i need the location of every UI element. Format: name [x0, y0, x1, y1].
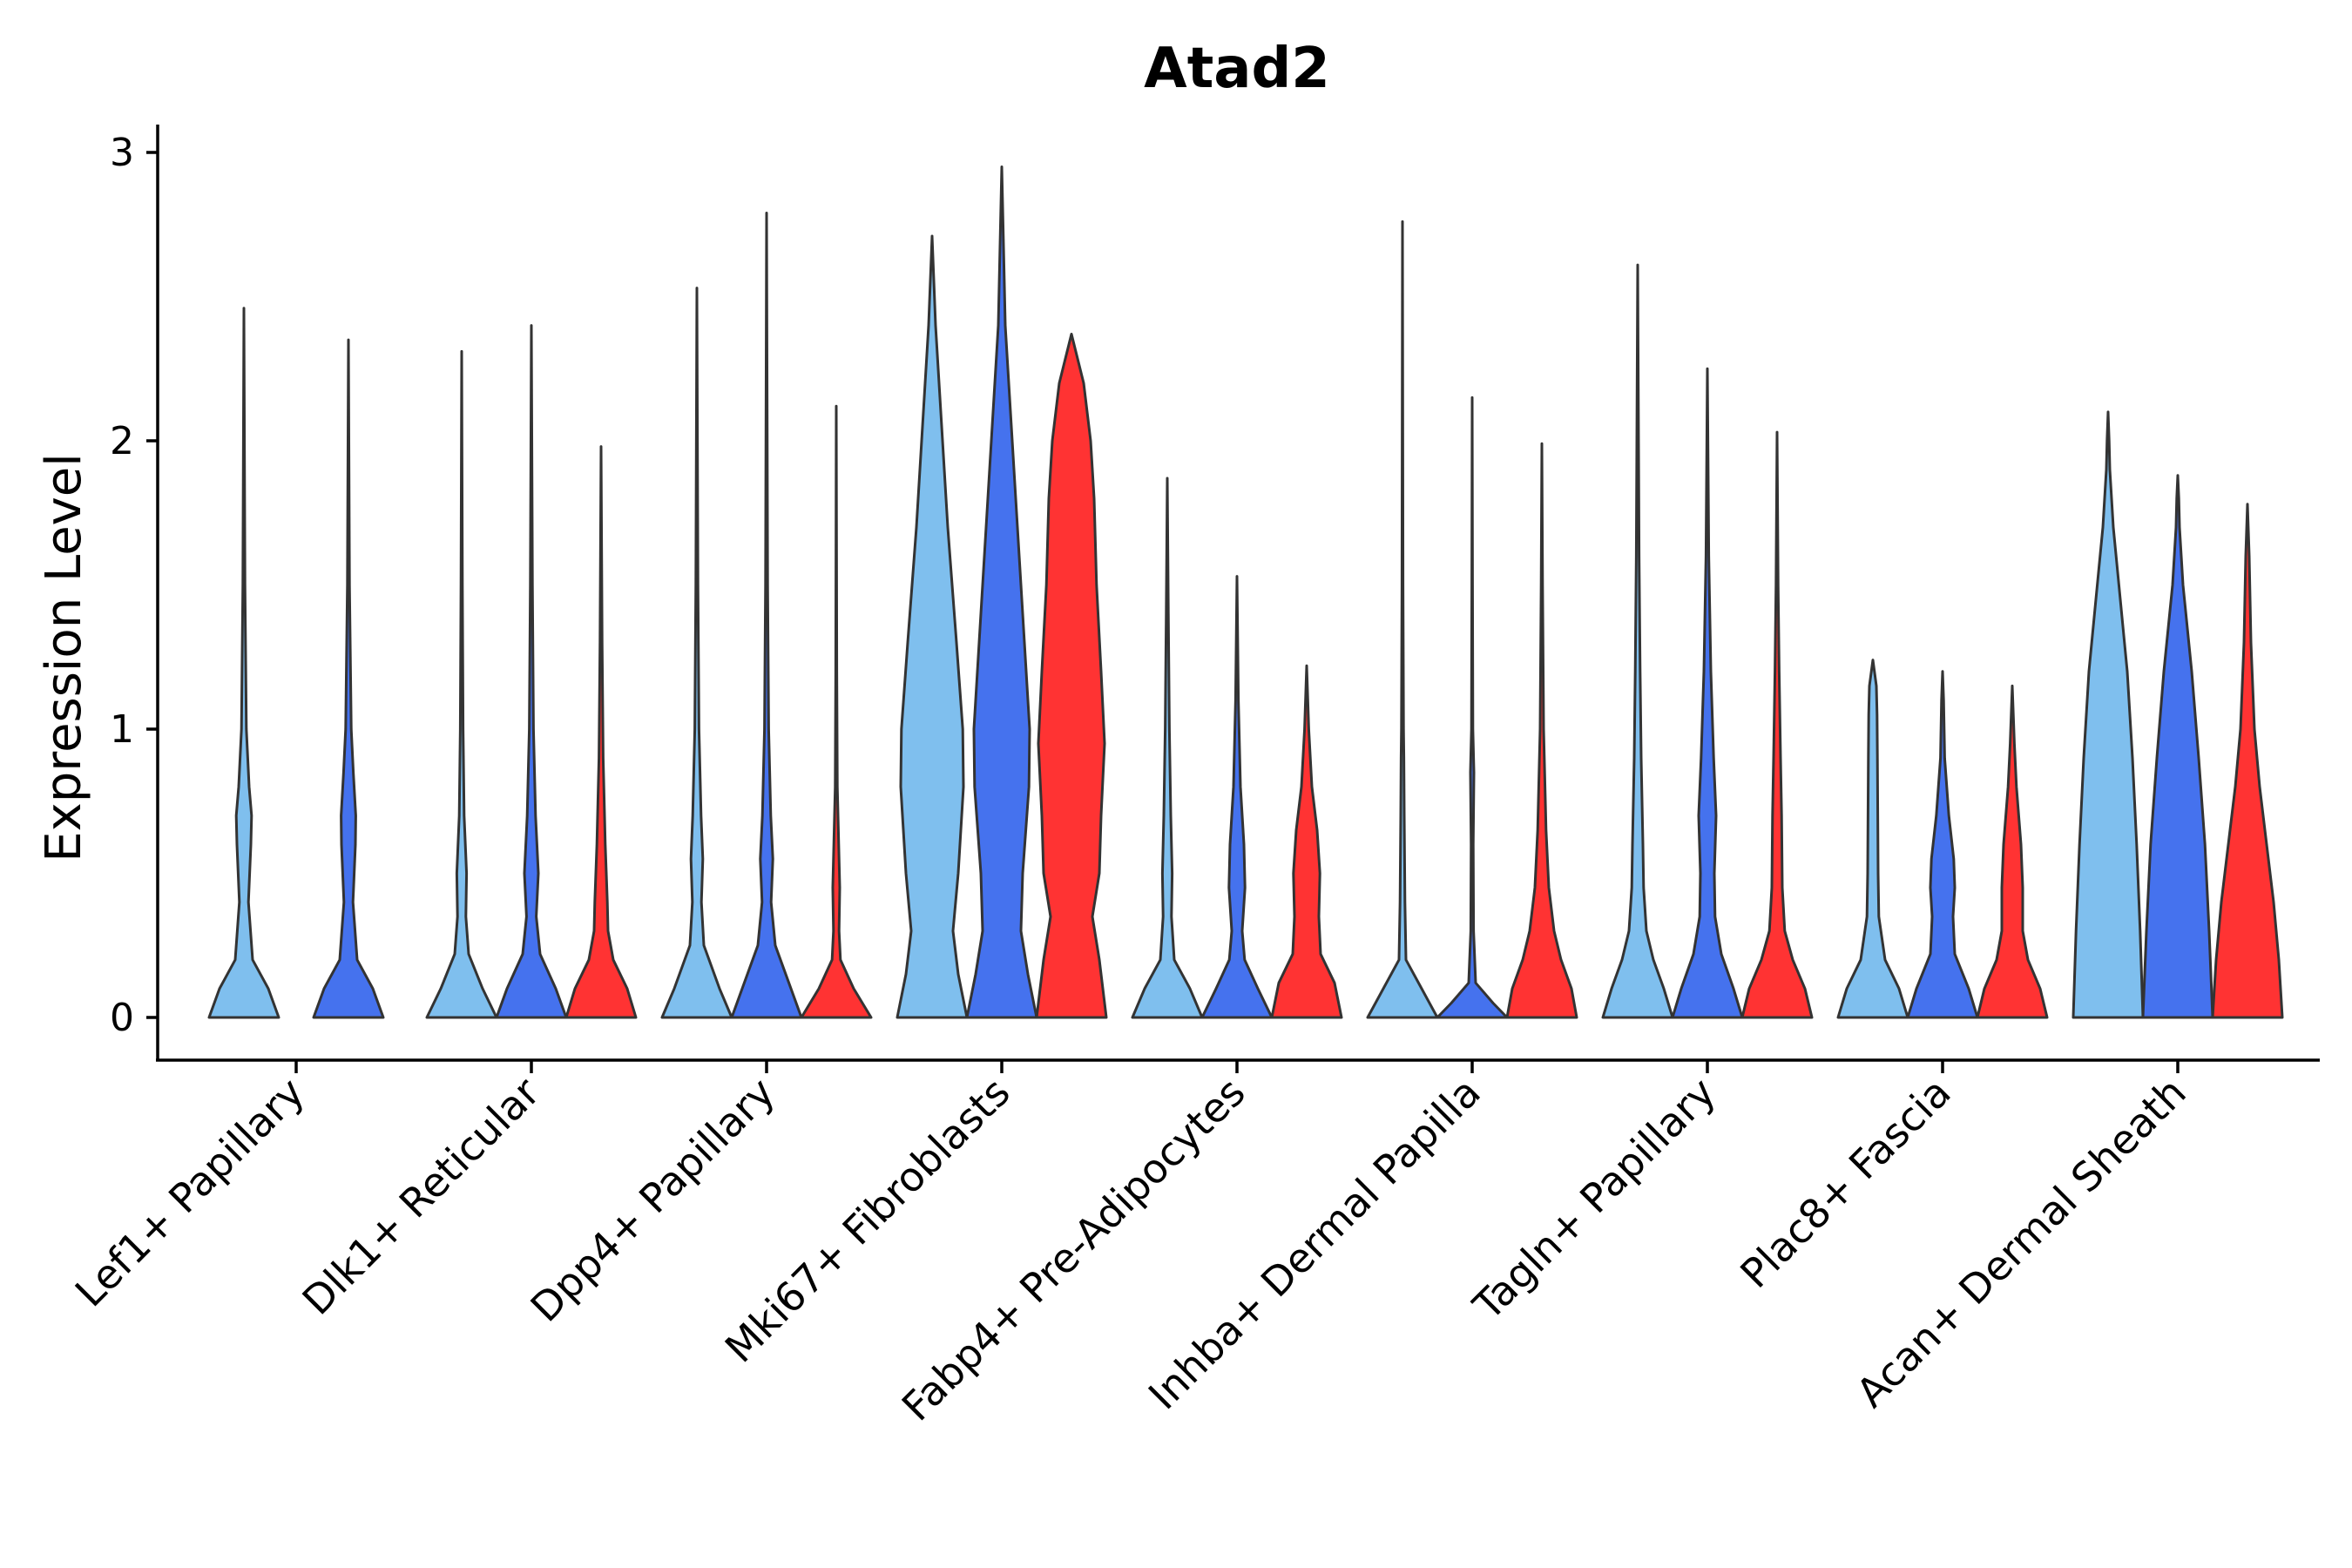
y-ticks: 0 1 2 3 — [110, 131, 158, 1040]
violin-5-group-2 — [1200, 575, 1274, 1019]
y-axis-label: Expression Level — [36, 453, 92, 862]
violin-6-group-3 — [1505, 442, 1578, 1019]
x-tick-label-1: Lef1+ Papillary — [66, 1069, 314, 1316]
violin-6-group-1 — [1366, 220, 1439, 1019]
violin-8-group-1 — [1836, 659, 1909, 1019]
y-tick-label-1: 1 — [110, 707, 134, 752]
violin-2-group-3 — [564, 445, 638, 1019]
chart-title: Atad2 — [1144, 37, 1330, 101]
violin-1-group-2 — [312, 338, 385, 1019]
x-tick-label-8: Plac8+ Fascia — [1731, 1069, 1959, 1297]
x-tick-label-3: Dpp4+ Papillary — [522, 1069, 784, 1331]
violin-7-group-2 — [1671, 367, 1744, 1019]
violin-9-group-1 — [2072, 410, 2145, 1019]
x-tick-label-2: Dlk1+ Reticular — [294, 1069, 549, 1324]
violin-3-group-1 — [660, 287, 733, 1019]
violin-4-group-3 — [1035, 333, 1108, 1019]
violin-8-group-3 — [1976, 684, 2049, 1019]
violin-3-group-3 — [800, 404, 873, 1019]
violin-5-group-1 — [1131, 476, 1204, 1019]
violins-layer — [207, 166, 2284, 1019]
violin-4-group-1 — [896, 234, 969, 1019]
y-tick-label-0: 0 — [110, 996, 134, 1040]
violin-7-group-1 — [1601, 263, 1674, 1019]
violin-3-group-2 — [730, 212, 803, 1019]
violin-9-group-3 — [2211, 503, 2284, 1019]
y-tick-label-3: 3 — [110, 131, 134, 175]
x-tick-label-7: Tagln+ Papillary — [1463, 1069, 1725, 1330]
violin-7-group-3 — [1740, 430, 1814, 1019]
violin-2-group-2 — [495, 324, 568, 1019]
violin-5-group-3 — [1270, 664, 1343, 1019]
violin-9-group-2 — [2141, 474, 2214, 1019]
violin-4-group-2 — [965, 166, 1038, 1019]
violin-6-group-2 — [1436, 395, 1509, 1019]
y-tick-label-2: 2 — [110, 419, 134, 463]
violin-8-group-2 — [1906, 670, 1979, 1019]
violin-1-group-1 — [207, 307, 280, 1019]
violin-2-group-1 — [425, 349, 498, 1019]
